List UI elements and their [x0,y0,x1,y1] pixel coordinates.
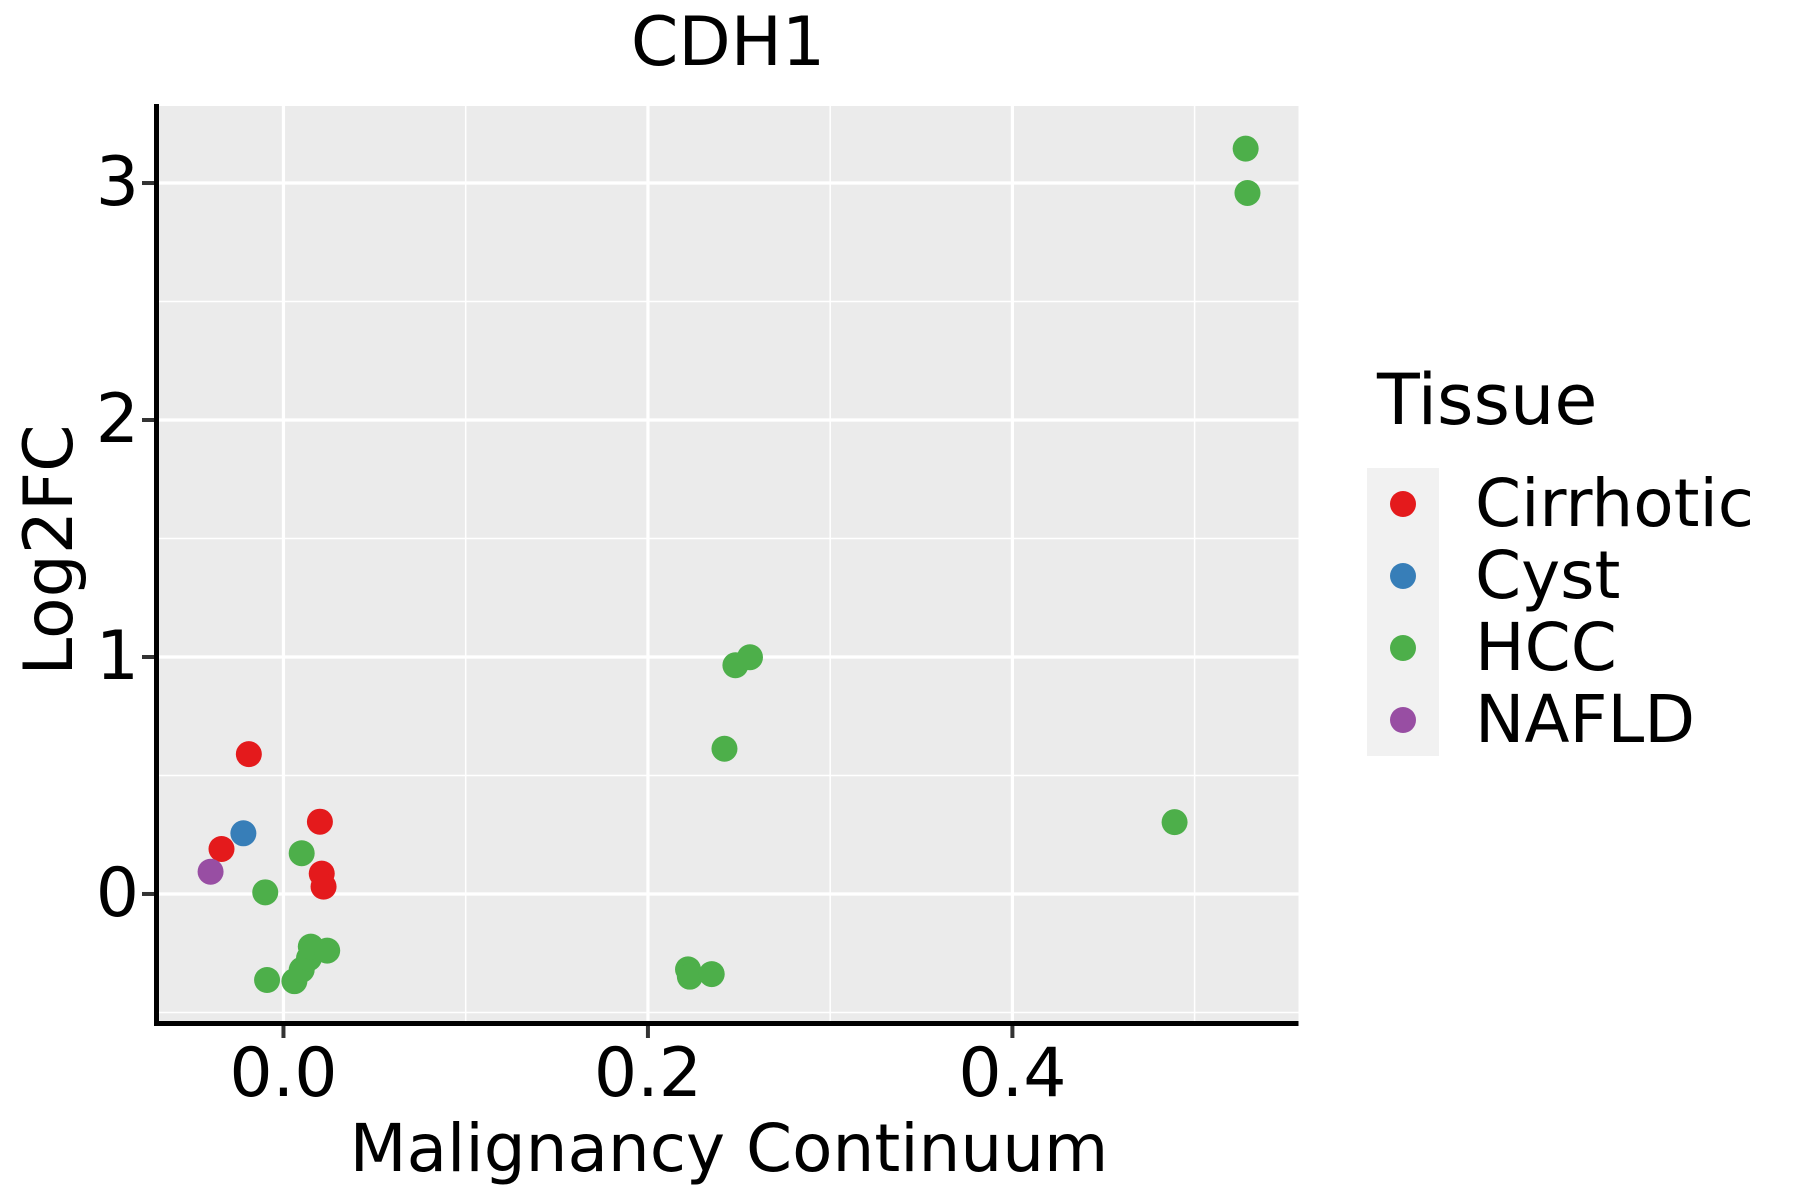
data-point-hcc [1234,179,1261,206]
y-axis-line [154,104,159,1026]
data-point-hcc [676,963,703,990]
data-point-hcc [711,735,738,762]
y-tick-label: 0 [95,853,139,933]
data-point-hcc [314,937,341,964]
data-point-hcc [698,961,725,988]
x-tick-label: 0.2 [593,1034,702,1113]
data-point-hcc [252,879,279,906]
x-axis-label: Malignancy Continuum [349,1110,1109,1187]
legend-title: Tissue [1377,359,1598,441]
data-point-cirrhotic [306,808,333,835]
data-point-cyst [230,820,257,847]
legend-dot-hcc-icon [1390,635,1416,661]
legend-label-nafld: NAFLD [1475,681,1696,758]
data-point-cirrhotic [208,835,235,862]
y-tick-label: 2 [95,380,139,459]
data-point-hcc [736,644,763,671]
legend-label-cirrhotic: Cirrhotic [1475,465,1755,542]
data-point-cirrhotic [235,741,262,768]
data-point-cirrhotic [310,873,337,900]
y-tick-label: 1 [95,616,139,696]
y-tick-label: 3 [95,143,139,223]
data-point-hcc [1232,135,1259,162]
x-axis-line [154,1021,1299,1026]
legend-dot-cyst-icon [1390,563,1416,589]
data-point-hcc [288,840,315,867]
legend-dot-nafld-icon [1390,707,1416,733]
chart-title: CDH1 [630,3,826,82]
data-point-hcc [254,967,281,994]
y-axis-label: Log2FC [10,424,89,676]
legend-dot-cirrhotic-icon [1390,491,1416,517]
panel-background [159,106,1299,1021]
data-point-nafld [197,858,224,885]
x-tick-label: 0.0 [229,1034,338,1113]
legend-label-cyst: Cyst [1475,537,1621,614]
x-tick-label: 0.4 [958,1034,1067,1113]
data-point-hcc [1161,809,1188,836]
legend-label-hcc: HCC [1475,609,1617,686]
